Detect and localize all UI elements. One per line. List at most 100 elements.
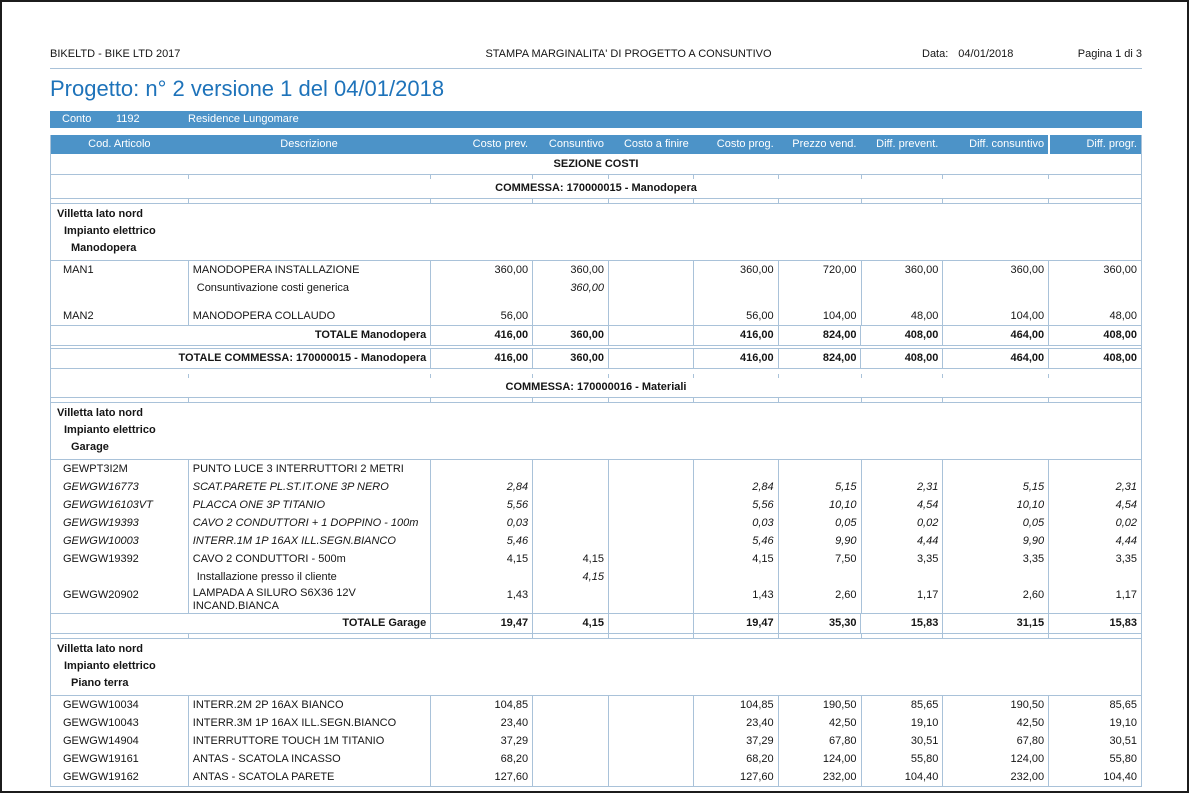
value-cell: 2,84 xyxy=(430,478,532,496)
grid-cell xyxy=(430,175,532,179)
grid-cell xyxy=(51,297,188,307)
value-cell xyxy=(607,550,693,568)
value-cell xyxy=(692,279,778,297)
value-cell: 232,00 xyxy=(777,768,861,786)
grid-cell xyxy=(942,297,1048,307)
item-code: GEWGW10043 xyxy=(63,717,139,729)
value-cell xyxy=(532,750,608,768)
value-cell: 68,20 xyxy=(430,750,532,768)
value-cell xyxy=(942,279,1048,297)
table-row: GEWGW16103VT PLACCA ONE 3P TITANIO 5,56 5,5… xyxy=(51,496,1141,514)
value-cell: 464,00 xyxy=(942,326,1048,345)
project-title: Progetto: n° 2 versione 1 del 04/01/2018 xyxy=(50,76,445,101)
grid-cell xyxy=(532,199,608,203)
value-cell: 30,51 xyxy=(1048,732,1141,750)
value-cell: 127,60 xyxy=(692,768,778,786)
grid-cell xyxy=(860,175,943,179)
value-cell: 23,40 xyxy=(430,714,532,732)
conto-name: Residence Lungomare xyxy=(188,113,299,125)
value-cell: 4,15 xyxy=(692,550,778,568)
report-table: Cod. Articolo Descrizione Costo prev. Consu… xyxy=(50,135,1142,787)
grid-cell xyxy=(187,398,431,402)
item-code: GEWGW14904 xyxy=(63,735,139,747)
value-cell xyxy=(942,460,1048,478)
value-cell: 55,80 xyxy=(1048,750,1141,768)
conto-label: Conto xyxy=(62,113,92,125)
item-description: CAVO 2 CONDUTTORI - 500m xyxy=(187,550,431,568)
table-row: Consuntivazione costi generica 360,00 xyxy=(51,279,1141,297)
grid-cell xyxy=(430,374,532,378)
column-header-costo_prev: Costo prev. xyxy=(472,138,529,150)
value-cell: 5,15 xyxy=(777,478,861,496)
column-header-descrizione: Descrizione xyxy=(280,138,338,150)
desc-line: INTERR.1M 1P 16AX ILL.SEGN.BIANCO xyxy=(192,535,396,547)
grid-cell xyxy=(607,199,693,203)
item-code: GEWGW16773 xyxy=(63,481,139,493)
value-cell xyxy=(607,568,693,586)
item-description: Installazione presso il cliente xyxy=(187,568,431,586)
value-cell xyxy=(607,514,693,532)
value-cell: 360,00 xyxy=(532,326,608,345)
item-code xyxy=(51,568,188,586)
value-cell xyxy=(942,568,1048,586)
column-header-diff_consuntivo: Diff. consuntivo xyxy=(969,138,1045,150)
value-cell: 85,65 xyxy=(1048,696,1141,714)
group-line: Impianto elettrico xyxy=(64,660,156,672)
total-row: TOTALE Garage 19,47 4,15 19,47 35,30 15,83 31,… xyxy=(51,614,1141,634)
table-row: GEWGW10003 INTERR.1M 1P 16AX ILL.SEGN.BIA… xyxy=(51,532,1141,550)
value-cell xyxy=(607,768,693,786)
desc-line: INCAND.BIANCA xyxy=(192,600,279,612)
report-title: STAMPA MARGINALITA' DI PROGETTO A CONSUN… xyxy=(485,48,772,60)
grid-cell xyxy=(777,175,861,179)
value-cell: 124,00 xyxy=(942,750,1048,768)
value-cell xyxy=(1048,568,1141,586)
item-description: INTERR.1M 1P 16AX ILL.SEGN.BIANCO xyxy=(187,532,431,550)
table-row: GEWGW14904 INTERRUTTORE TOUCH 1M TITANIO 3… xyxy=(51,732,1141,750)
table-row: GEWPT3I2M PUNTO LUCE 3 INTERRUTTORI 2 MET… xyxy=(51,460,1141,478)
value-cell: 7,50 xyxy=(777,550,861,568)
value-cell: 416,00 xyxy=(692,349,778,368)
item-description: INTERR.2M 2P 16AX BIANCO xyxy=(187,696,431,714)
conto-number: 1192 xyxy=(116,113,140,125)
value-cell: 416,00 xyxy=(692,326,778,345)
table-row: GEWGW19162 ANTAS - SCATOLA PARETE 127,60 12… xyxy=(51,768,1141,786)
value-cell: 5,56 xyxy=(430,496,532,514)
value-cell: 5,46 xyxy=(692,532,778,550)
item-code: GEWGW19393 xyxy=(63,517,139,529)
value-cell: 2,60 xyxy=(942,586,1048,613)
grid-cell xyxy=(860,199,943,203)
grid-tick-row xyxy=(51,398,1141,402)
value-cell: 67,80 xyxy=(777,732,861,750)
value-cell xyxy=(532,714,608,732)
item-description: INTERR.3M 1P 16AX ILL.SEGN.BIANCO xyxy=(187,714,431,732)
group-header: Villetta lato nord Impianto elettrico Mano… xyxy=(51,203,1141,261)
grid-cell xyxy=(1048,634,1141,638)
value-cell: 42,50 xyxy=(777,714,861,732)
value-cell: 37,29 xyxy=(692,732,778,750)
value-cell xyxy=(532,696,608,714)
value-cell xyxy=(532,478,608,496)
value-cell: 48,00 xyxy=(1048,307,1141,325)
grid-cell xyxy=(860,374,943,378)
value-cell: 3,35 xyxy=(1048,550,1141,568)
value-cell: 5,15 xyxy=(942,478,1048,496)
grid-cell xyxy=(692,199,778,203)
value-cell xyxy=(532,732,608,750)
commessa-row: COMMESSA: 170000016 - Materiali xyxy=(51,378,1141,398)
value-cell: 0,02 xyxy=(860,514,943,532)
value-cell: 104,40 xyxy=(860,768,943,786)
desc-line: LAMPADA A SILURO S6X36 12V xyxy=(192,587,356,599)
grid-cell xyxy=(187,175,431,179)
grid-cell xyxy=(777,199,861,203)
item-description: INTERRUTTORE TOUCH 1M TITANIO xyxy=(187,732,431,750)
section-title: SEZIONE COSTI xyxy=(553,158,639,170)
grid-cell xyxy=(532,398,608,402)
grid-cell xyxy=(777,398,861,402)
rule-line xyxy=(51,325,1141,326)
value-cell: 4,44 xyxy=(1048,532,1141,550)
column-header-prezzo_vend: Prezzo vend. xyxy=(792,138,857,150)
value-cell: 416,00 xyxy=(430,349,532,368)
header-divider xyxy=(50,68,1142,69)
grid-cell xyxy=(1048,175,1141,179)
date-value: 04/01/2018 xyxy=(958,48,1014,60)
